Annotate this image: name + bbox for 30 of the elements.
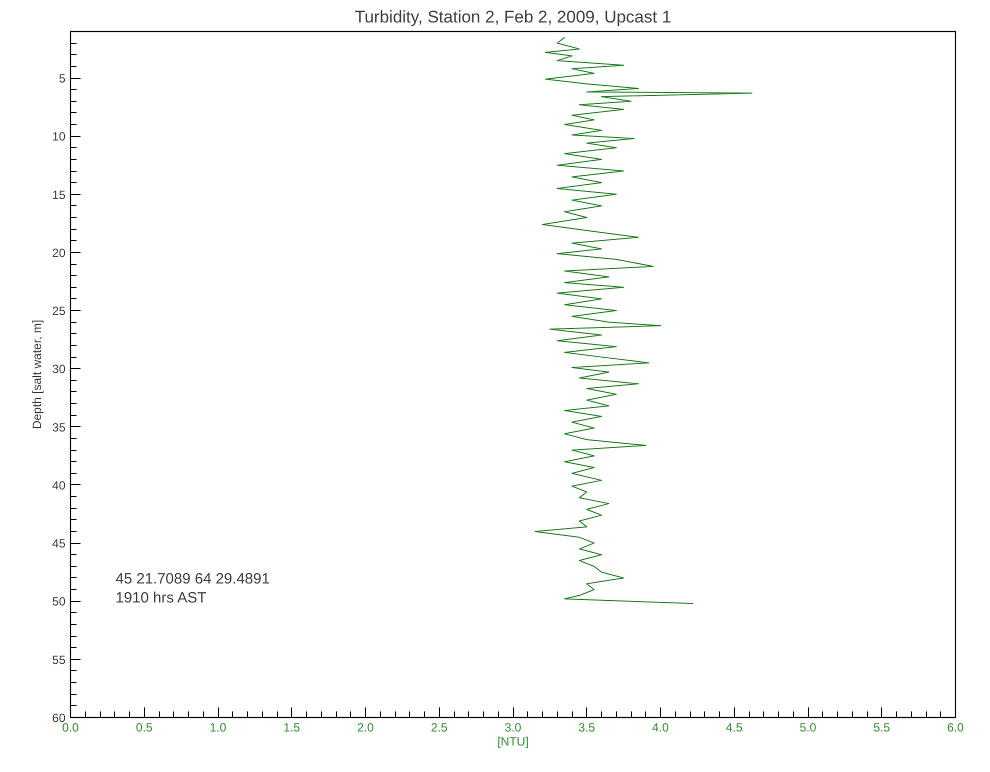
y-axis-title: Depth [salt water, m]	[30, 320, 44, 430]
y-tick-label: 25	[52, 304, 66, 318]
y-tick-label: 10	[52, 130, 66, 144]
x-tick-label: 1.0	[210, 720, 227, 734]
annotation: 45 21.7089 64 29.4891	[116, 570, 270, 588]
x-tick-label: 2.0	[357, 720, 374, 734]
y-tick-label: 20	[52, 246, 66, 260]
x-tick-label: 5.5	[873, 720, 890, 734]
x-tick-label: 0.5	[136, 720, 153, 734]
chart-title: Turbidity, Station 2, Feb 2, 2009, Upcast 1	[354, 8, 672, 26]
x-tick-label: 0.0	[62, 720, 80, 734]
y-tick-label: 40	[52, 478, 66, 492]
y-tick-label: 15	[52, 188, 66, 202]
y-tick-label: 5	[58, 72, 66, 86]
x-tick-label: 4.5	[726, 720, 743, 734]
line-series	[534, 36, 752, 604]
y-tick-label: 55	[52, 652, 66, 667]
x-tick-label: 5.0	[800, 720, 817, 734]
y-tick-label: 30	[52, 362, 66, 376]
x-tick-label: 2.5	[430, 720, 448, 734]
x-tick-label: 1.5	[283, 720, 300, 734]
y-tick-label: 35	[52, 420, 66, 434]
annotation: 1910 hrs AST	[116, 590, 206, 606]
y-tick-label: 45	[52, 536, 66, 551]
x-tick-label: 3.5	[578, 720, 596, 734]
x-tick-label: 6.0	[947, 720, 964, 734]
x-tick-label: 3.0	[504, 720, 522, 734]
y-tick-label: 50	[52, 594, 66, 609]
x-axis-title: [NTU]	[497, 734, 529, 748]
x-tick-label: 4.0	[652, 720, 670, 734]
